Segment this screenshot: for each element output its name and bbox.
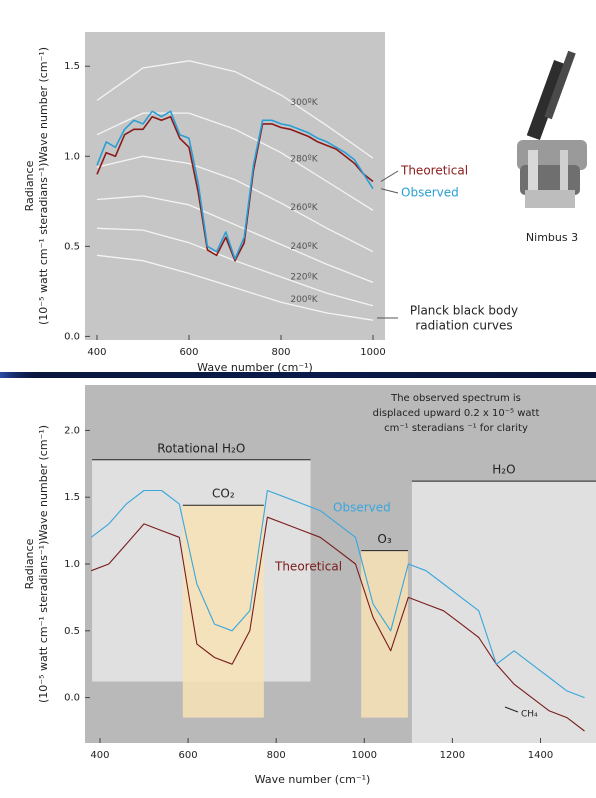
series-label: Observed — [401, 186, 459, 200]
note-line: cm⁻¹ steradians ⁻¹ for clarity — [384, 423, 528, 434]
note-line: The observed spectrum is — [390, 393, 521, 404]
planck-caption: Planck black body — [410, 304, 518, 318]
y-tick-label: 0.5 — [64, 241, 80, 252]
satellite-illustration — [517, 50, 587, 208]
y-axis-title: (10⁻⁵ watt cm⁻¹ steradians⁻¹)Wave number… — [37, 47, 50, 325]
y-tick-label: 1.5 — [64, 61, 80, 72]
y-tick-label: 1.0 — [64, 559, 80, 570]
note-line: displaced upward 0.2 x 10⁻⁵ watt — [373, 408, 540, 419]
y-tick-label: 2.0 — [64, 425, 80, 436]
y-tick-label: 0.0 — [64, 693, 80, 704]
x-tick-label: 1000 — [352, 750, 377, 761]
ch4-label: CH₄ — [521, 710, 538, 720]
spectrum-line — [96, 115, 374, 262]
planck-curve — [96, 112, 374, 211]
planck-curve — [96, 195, 374, 284]
band-region — [361, 550, 408, 718]
label-arrow — [380, 188, 399, 194]
planck-label: 280ºK — [290, 155, 318, 165]
planck-label: 260ºK — [290, 203, 318, 213]
band-region — [411, 481, 596, 743]
x-tick-label: 600 — [179, 750, 198, 761]
y-axis-title: (10⁻⁵ watt cm⁻¹ steradians⁻¹)Wave number… — [37, 425, 50, 703]
region-label: H₂O — [492, 463, 515, 477]
label-arrow — [380, 170, 399, 182]
y-axis-title: Radiance — [23, 538, 36, 589]
planck-caption: radiation curves — [415, 319, 512, 333]
x-axis-title: Wave number (cm⁻¹) — [197, 361, 313, 374]
region-label: O₃ — [377, 532, 391, 546]
planck-label: 200ºK — [290, 295, 318, 305]
planck-curve — [96, 254, 374, 321]
x-axis-title: Wave number (cm⁻¹) — [255, 773, 371, 786]
spectrum-line — [91, 516, 585, 732]
x-tick-label: 1000 — [360, 347, 385, 358]
y-tick-label: 0.0 — [64, 331, 80, 342]
planck-curve — [96, 155, 374, 253]
x-tick-label: 800 — [267, 750, 286, 761]
ch4-arrow — [504, 706, 519, 713]
y-tick-label: 0.5 — [64, 626, 80, 637]
spectrum-line — [90, 489, 585, 699]
series-label: Theoretical — [274, 560, 342, 574]
region-label: Rotational H₂O — [157, 441, 245, 455]
satellite-label: Nimbus 3 — [526, 231, 578, 244]
planck-curve — [96, 60, 374, 159]
planck-label: 220ºK — [290, 273, 318, 283]
x-tick-label: 400 — [87, 347, 106, 358]
x-tick-label: 1200 — [440, 750, 465, 761]
series-label: Theoretical — [400, 164, 468, 178]
y-tick-label: 1.5 — [64, 492, 80, 503]
x-tick-label: 600 — [179, 347, 198, 358]
planck-label: 240ºK — [290, 242, 318, 252]
x-tick-label: 400 — [90, 750, 109, 761]
y-axis-title: Radiance — [23, 160, 36, 211]
plot-area — [85, 32, 385, 340]
x-tick-label: 1400 — [528, 750, 553, 761]
series-label: Observed — [333, 501, 391, 515]
planck-label: 300ºK — [290, 98, 318, 108]
region-label: CO₂ — [212, 487, 235, 501]
spectrum-line — [96, 110, 374, 260]
band-region — [182, 505, 264, 718]
x-tick-label: 800 — [271, 347, 290, 358]
y-tick-label: 1.0 — [64, 151, 80, 162]
